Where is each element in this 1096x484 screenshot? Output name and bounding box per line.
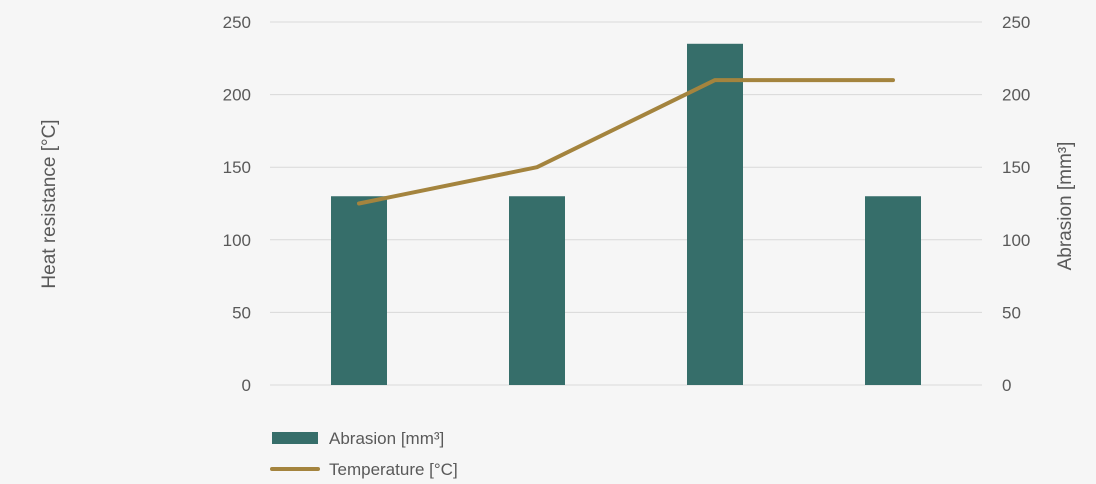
left-tick-label: 100 bbox=[223, 231, 251, 250]
right-tick-label: 200 bbox=[1002, 86, 1030, 105]
left-tick-label: 0 bbox=[242, 376, 251, 395]
temperature-line-group bbox=[357, 78, 895, 206]
legend-abrasion-label: Abrasion [mm³] bbox=[329, 429, 444, 448]
right-tick-label: 250 bbox=[1002, 13, 1030, 32]
left-tick-label: 200 bbox=[223, 86, 251, 105]
left-tick-label: 150 bbox=[223, 158, 251, 177]
abrasion-bar bbox=[509, 196, 565, 385]
legend-bar-swatch bbox=[272, 432, 318, 444]
right-tick-label: 150 bbox=[1002, 158, 1030, 177]
right-tick-label: 0 bbox=[1002, 376, 1011, 395]
abrasion-bar bbox=[331, 196, 387, 385]
abrasion-bars bbox=[331, 43, 921, 385]
right-axis-title: Abrasion [mm³] bbox=[1055, 142, 1076, 271]
left-axis-title: Heat resistance [°C] bbox=[39, 119, 60, 288]
right-tick-label: 100 bbox=[1002, 231, 1030, 250]
abrasion-bar bbox=[865, 196, 921, 385]
left-axis-ticks: 0 50 100 150 200 250 bbox=[223, 13, 251, 395]
left-tick-label: 50 bbox=[232, 303, 251, 322]
legend: Abrasion [mm³] Temperature [°C] bbox=[270, 429, 458, 479]
right-tick-label: 50 bbox=[1002, 303, 1021, 322]
abrasion-bar bbox=[687, 43, 743, 385]
temperature-line bbox=[357, 78, 895, 206]
gridlines bbox=[270, 21, 982, 386]
left-tick-label: 250 bbox=[223, 13, 251, 32]
legend-temperature-label: Temperature [°C] bbox=[329, 460, 458, 479]
right-axis-ticks: 0 50 100 150 200 250 bbox=[1002, 13, 1030, 395]
